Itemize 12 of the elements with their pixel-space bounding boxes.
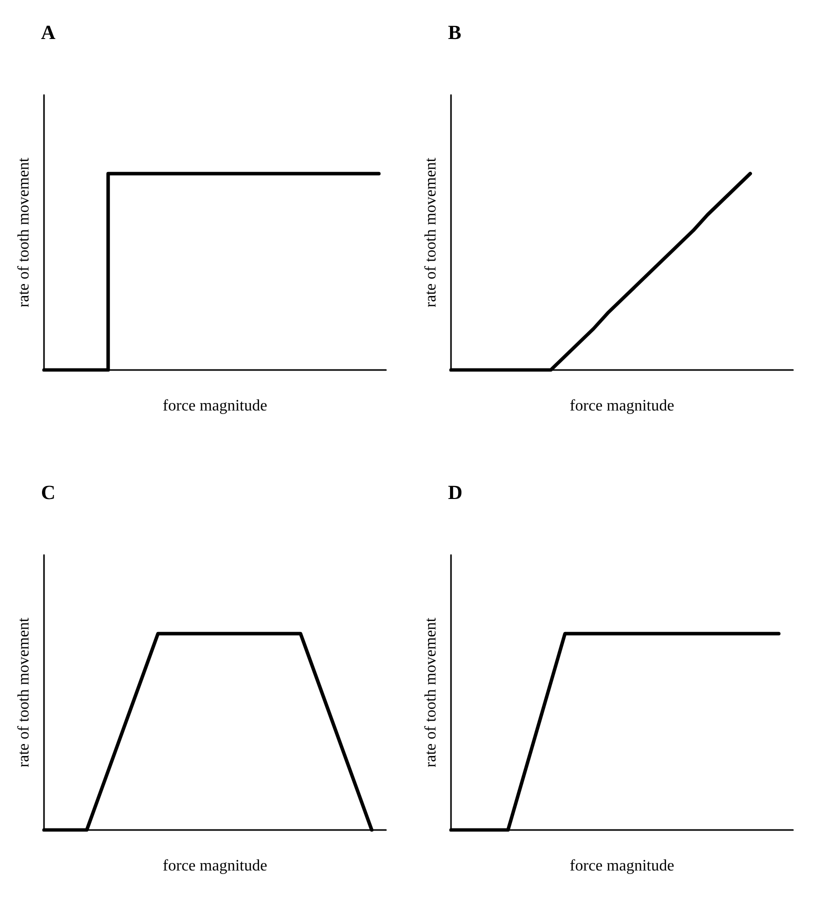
chart-title: C [41, 482, 56, 504]
chart-title: A [41, 22, 56, 44]
chart-title: D [448, 482, 462, 504]
y-axis-title: rate of tooth movement [422, 157, 440, 308]
x-axis-title: force magnitude [570, 858, 674, 874]
y-axis-title: rate of tooth movement [16, 617, 32, 768]
x-axis-title: force magnitude [162, 858, 268, 874]
y-axis-title: rate of tooth movement [422, 617, 440, 768]
x-axis-title: force magnitude [570, 398, 674, 414]
chart-title: B [448, 22, 462, 44]
y-axis-title: rate of tooth movement [16, 157, 32, 308]
x-axis-title: force magnitude [162, 398, 268, 414]
